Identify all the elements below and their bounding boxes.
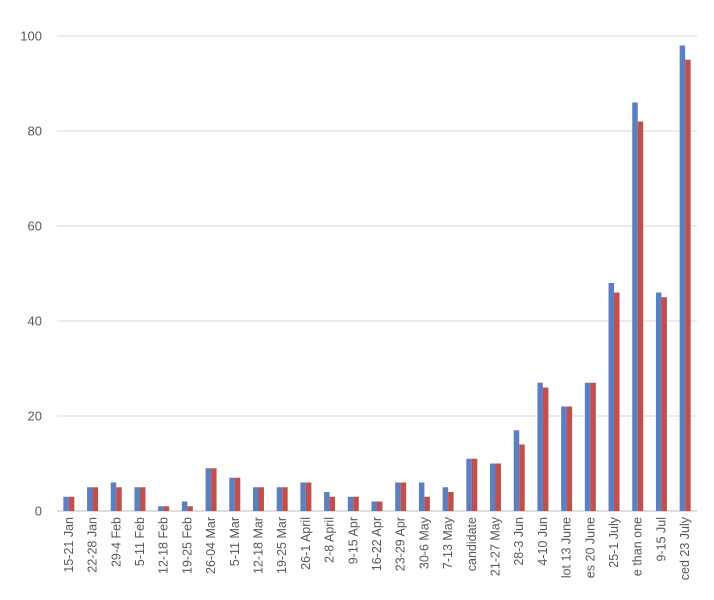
x-tick-label: 21-27 May bbox=[489, 516, 503, 576]
bar-series-1 bbox=[371, 501, 377, 511]
bar-series-1 bbox=[655, 292, 662, 511]
x-tick-label: 2-8 April bbox=[323, 517, 337, 563]
x-tick-label: 26-04 Mar bbox=[204, 517, 218, 574]
bar-series-2 bbox=[163, 506, 170, 511]
bar-series-1 bbox=[442, 487, 449, 511]
bar-series-2 bbox=[282, 487, 288, 511]
bar-series-2 bbox=[590, 382, 596, 511]
bar-series-2 bbox=[258, 487, 264, 511]
bar-series-1 bbox=[466, 458, 472, 511]
bar-series-2 bbox=[116, 487, 122, 511]
bar-series-2 bbox=[448, 492, 454, 511]
bar-series-1 bbox=[63, 496, 69, 511]
bar-series-2 bbox=[661, 297, 667, 511]
bar-series-2 bbox=[566, 406, 573, 511]
bar-series-1 bbox=[300, 482, 306, 511]
x-tick-label: 28-3 Jun bbox=[512, 517, 526, 566]
bar-series-1 bbox=[229, 477, 235, 511]
x-tick-label: 9-15 Jul bbox=[654, 517, 668, 561]
bar-series-1 bbox=[158, 506, 164, 511]
bar-series-1 bbox=[87, 487, 93, 511]
y-tick-label: 40 bbox=[28, 314, 42, 329]
bar-series-2 bbox=[424, 496, 430, 511]
bar-series-1 bbox=[679, 45, 686, 511]
bar-series-2 bbox=[542, 387, 549, 511]
x-tick-label: 30-6 May bbox=[417, 516, 431, 569]
bar-series-1 bbox=[395, 482, 401, 511]
x-tick-label: 19-25 Mar bbox=[275, 517, 289, 574]
bar-series-2 bbox=[377, 501, 383, 511]
x-tick-label: 9-15 Apr bbox=[346, 517, 360, 564]
bar-series-1 bbox=[513, 430, 520, 511]
bar-series-2 bbox=[187, 506, 193, 511]
x-tick-label: 12-18 Mar bbox=[251, 517, 265, 574]
bar-series-2 bbox=[234, 477, 241, 511]
x-tick-label: 7-13 May bbox=[441, 516, 455, 569]
bar-series-2 bbox=[637, 121, 644, 511]
x-tick-label: ced 23 July bbox=[678, 516, 692, 580]
bar-series-1 bbox=[347, 496, 354, 511]
bar-series-2 bbox=[305, 482, 312, 511]
bar-series-2 bbox=[614, 292, 620, 511]
bar-series-1 bbox=[537, 382, 543, 511]
x-tick-label: 29-4 Feb bbox=[109, 517, 123, 567]
bar-series-1 bbox=[584, 382, 591, 511]
bar-series-1 bbox=[632, 102, 638, 511]
bar-series-1 bbox=[110, 482, 117, 511]
x-tick-label: 5-11 Mar bbox=[228, 517, 242, 566]
bar-series-2 bbox=[495, 463, 502, 511]
bar-series-1 bbox=[608, 283, 615, 511]
y-tick-label: 20 bbox=[28, 409, 42, 424]
x-tick-label: 4-10 Jun bbox=[536, 517, 550, 566]
x-tick-label: es 20 June bbox=[583, 517, 597, 578]
bar-series-2 bbox=[211, 468, 217, 511]
x-tick-label: 16-22 Apr bbox=[370, 517, 384, 571]
bar-series-1 bbox=[490, 463, 496, 511]
y-tick-label: 80 bbox=[28, 124, 42, 139]
bar-series-2 bbox=[139, 487, 146, 511]
x-tick-label: 12-18 Feb bbox=[157, 517, 171, 574]
y-tick-label: 0 bbox=[35, 504, 42, 519]
gridlines bbox=[57, 35, 697, 512]
x-tick-label: 5-11 Feb bbox=[133, 517, 147, 566]
bar-series-1 bbox=[418, 482, 425, 511]
bar-series-2 bbox=[68, 496, 75, 511]
bar-series-1 bbox=[324, 492, 330, 511]
x-tick-label: 25-1 July bbox=[607, 516, 621, 567]
x-tick-label: 22-28 Jan bbox=[86, 517, 100, 573]
y-axis-tick-labels: 0 20 40 60 80 100 bbox=[20, 29, 42, 519]
bar-series-1 bbox=[205, 468, 212, 511]
bar-series-2 bbox=[519, 444, 525, 511]
x-axis-tick-labels: 15-21 Jan 22-28 Jan 29-4 Feb 5-11 Feb 12-18 … bbox=[62, 516, 692, 580]
bar-series-1 bbox=[181, 501, 188, 511]
x-tick-label: 23-29 Apr bbox=[394, 517, 408, 571]
x-tick-label: e than one bbox=[631, 517, 645, 576]
bar-series-1 bbox=[252, 487, 259, 511]
bar-series-1 bbox=[134, 487, 140, 511]
bar-series-1 bbox=[276, 487, 283, 511]
bars bbox=[63, 45, 691, 511]
x-tick-label: lot 13 June bbox=[560, 517, 574, 578]
x-tick-label: 15-21 Jan bbox=[62, 517, 76, 573]
x-tick-label: candidate bbox=[465, 517, 479, 571]
bar-series-2 bbox=[400, 482, 407, 511]
bar-series-2 bbox=[92, 487, 99, 511]
bar-series-1 bbox=[561, 406, 567, 511]
y-tick-label: 100 bbox=[20, 29, 42, 44]
x-tick-label: 19-25 Feb bbox=[180, 517, 194, 574]
bar-series-2 bbox=[471, 458, 478, 511]
bar-series-2 bbox=[353, 496, 359, 511]
bar-series-2 bbox=[329, 496, 336, 511]
bar-series-2 bbox=[685, 59, 691, 511]
x-tick-label: 26-1 April bbox=[299, 517, 313, 570]
y-tick-label: 60 bbox=[28, 219, 42, 234]
